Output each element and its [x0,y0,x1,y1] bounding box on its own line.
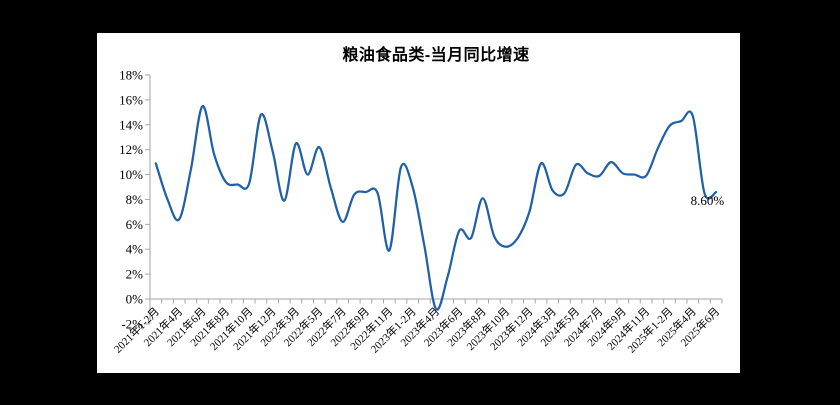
y-axis-label: 8% [126,192,144,207]
data-line-series [154,104,718,311]
chart-card: 粮油食品类-当月同比增速 18% 16% 14% 12% 10% 8% 6% 4% 2% 0% -2… [97,33,740,373]
y-axis-label: 0% [126,292,144,307]
y-axis-label: 16% [119,92,143,107]
y-axis-label: -2% [121,316,143,331]
y-axis-label: 14% [119,117,143,132]
y-axis-label: 10% [119,167,143,182]
y-axis-label: 18% [119,68,143,83]
y-axis-label: 4% [126,242,144,257]
chart-title: 粮油食品类-当月同比增速 [342,47,530,64]
y-axis-label: 2% [126,267,144,282]
y-axis-label: 12% [119,142,143,157]
y-axis-label: 6% [126,217,144,232]
line-chart: 18%16%14%12%10%8%6%4%2%0%-2%2021年1-2月202… [111,68,725,356]
last-point-data-label: 8.60% [691,193,725,208]
